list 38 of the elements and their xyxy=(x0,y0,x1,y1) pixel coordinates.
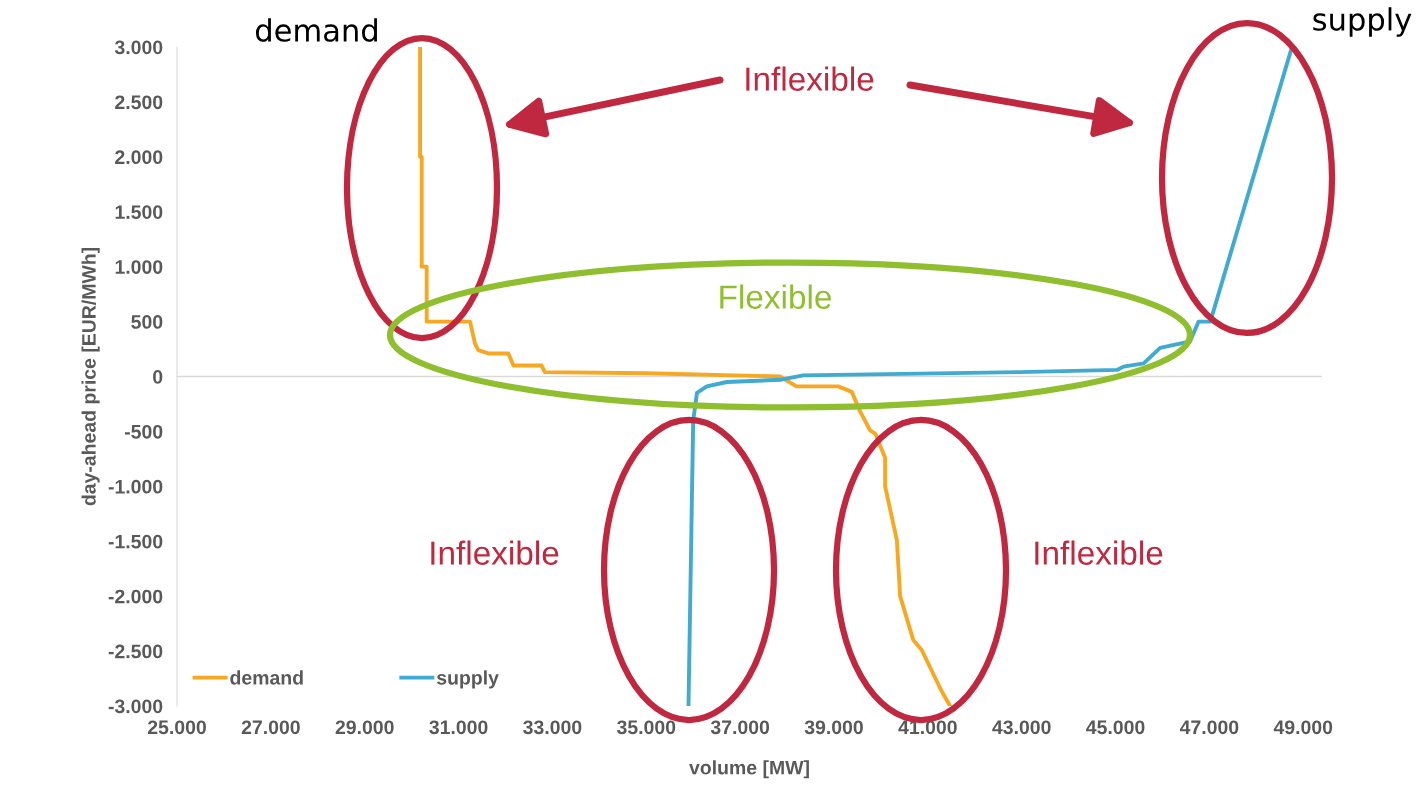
y-tick-label: 2.000 xyxy=(115,150,163,165)
x-tick-label: 49.000 xyxy=(1273,720,1333,735)
y-tick-label: 0 xyxy=(153,369,163,384)
legend-label: supply xyxy=(436,670,499,689)
x-tick-label: 43.000 xyxy=(992,720,1051,735)
y-tick-label: -1.500 xyxy=(108,534,163,549)
y-tick-label: -1.000 xyxy=(108,479,163,494)
annotation: Flexible xyxy=(720,284,831,309)
text: demand xyxy=(255,18,377,42)
x-tick-label: 29.000 xyxy=(335,720,394,735)
y-tick-label: 2.500 xyxy=(115,95,163,110)
y-axis-title: day-ahead price [EUR/MWh] xyxy=(81,247,100,506)
y-tick-label: -3.000 xyxy=(108,699,163,714)
x-tick-label: 33.000 xyxy=(523,720,582,735)
y-tick-label: 1.000 xyxy=(115,260,163,274)
y-tick-label: 1.500 xyxy=(115,205,163,219)
x-tick-label: 31.000 xyxy=(429,720,488,735)
x-tick-label: 45.000 xyxy=(1086,720,1145,735)
line-series xyxy=(686,47,1294,706)
y-tick-label: -2.500 xyxy=(108,644,163,659)
x-tick-label: 27.000 xyxy=(241,720,300,735)
legend-label: demand xyxy=(230,670,303,685)
y-tick-label: -2.000 xyxy=(108,589,163,604)
line-series xyxy=(418,47,953,706)
x-tick-label: 47.000 xyxy=(1179,720,1239,735)
x-tick-label: 25.000 xyxy=(147,720,206,735)
x-tick-label: 39.000 xyxy=(804,720,863,735)
annotation: Inflexible xyxy=(746,66,874,91)
x-tick-label: 41.000 xyxy=(898,720,957,735)
annotation: Inflexible xyxy=(431,540,559,565)
y-tick-label: 500 xyxy=(131,315,163,329)
annotation: Inflexible xyxy=(1035,540,1163,565)
y-tick-label: 3.000 xyxy=(114,40,163,55)
x-axis-title: volume [MW] xyxy=(689,760,809,779)
y-tick-label: -500 xyxy=(124,424,163,439)
text: supply xyxy=(1313,7,1412,37)
x-tick-label: 37.000 xyxy=(710,720,770,735)
x-tick-label: 35.000 xyxy=(616,720,676,735)
